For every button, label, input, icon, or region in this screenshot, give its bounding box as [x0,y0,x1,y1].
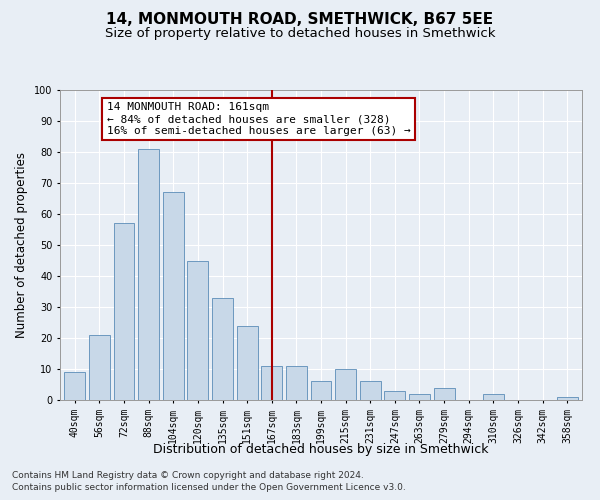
Text: 14, MONMOUTH ROAD, SMETHWICK, B67 5EE: 14, MONMOUTH ROAD, SMETHWICK, B67 5EE [106,12,494,28]
Text: Contains HM Land Registry data © Crown copyright and database right 2024.: Contains HM Land Registry data © Crown c… [12,471,364,480]
Bar [138,149,159,400]
Bar [64,372,85,400]
Text: Size of property relative to detached houses in Smethwick: Size of property relative to detached ho… [105,28,495,40]
Bar [434,388,455,400]
Bar [236,326,257,400]
Bar [286,366,307,400]
Text: Distribution of detached houses by size in Smethwick: Distribution of detached houses by size … [153,442,489,456]
Bar [311,382,331,400]
Bar [409,394,430,400]
Bar [187,260,208,400]
Text: Contains public sector information licensed under the Open Government Licence v3: Contains public sector information licen… [12,484,406,492]
Bar [483,394,504,400]
Bar [360,382,381,400]
Bar [113,224,134,400]
Y-axis label: Number of detached properties: Number of detached properties [16,152,28,338]
Bar [163,192,184,400]
Bar [557,397,578,400]
Text: 14 MONMOUTH ROAD: 161sqm
← 84% of detached houses are smaller (328)
16% of semi-: 14 MONMOUTH ROAD: 161sqm ← 84% of detach… [107,102,410,136]
Bar [89,335,110,400]
Bar [335,369,356,400]
Bar [385,390,406,400]
Bar [212,298,233,400]
Bar [261,366,282,400]
